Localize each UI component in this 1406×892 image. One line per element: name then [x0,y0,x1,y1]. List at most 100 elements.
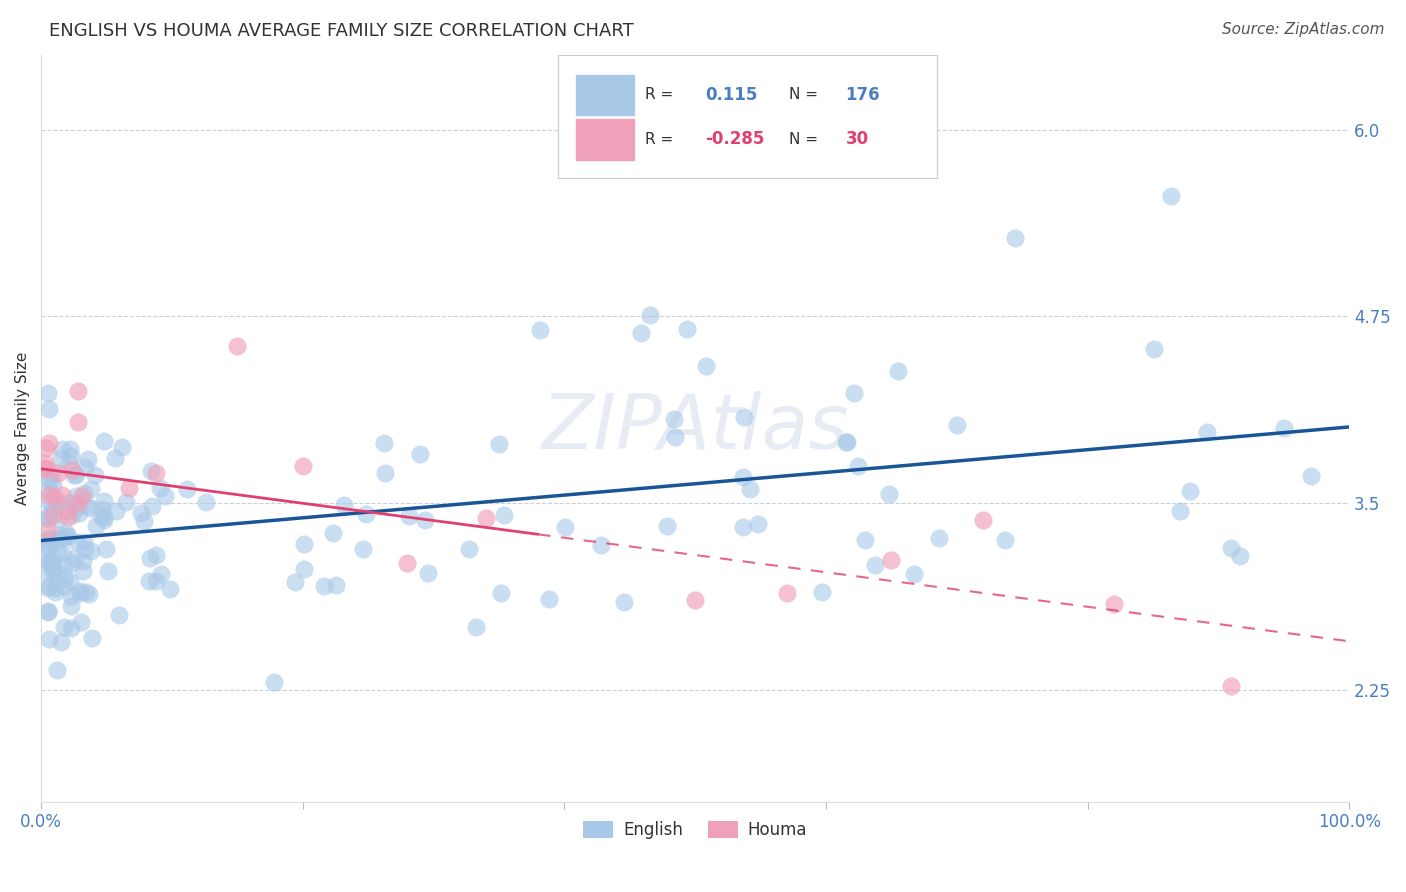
Point [38,401,60,416]
Point [75,541,97,556]
Y-axis label: Average Family Size: Average Family Size [15,351,30,505]
Point [44,582,66,596]
Point [58,456,80,470]
Point [129,506,152,520]
Point [37,605,59,619]
Point [37,512,59,526]
Point [58,510,80,524]
Point [82,631,104,645]
Point [46,494,69,508]
Point [42,508,65,522]
Point [1160,189,1182,203]
Point [853,533,876,548]
Point [683,593,706,607]
Text: Source: ZipAtlas.com: Source: ZipAtlas.com [1222,22,1385,37]
Point [416,566,439,581]
Point [149,567,172,582]
Point [903,567,925,582]
Point [46,512,69,526]
Point [314,580,336,594]
Point [118,481,141,495]
Point [51,450,73,465]
Point [56,503,79,517]
Point [42,500,65,515]
Point [75,584,97,599]
Point [46,466,69,480]
Point [35,462,58,476]
Point [67,506,90,520]
Point [46,663,69,677]
Point [731,520,754,534]
Point [176,483,198,497]
Point [65,468,87,483]
Point [1102,597,1125,611]
Point [59,442,82,457]
Point [42,500,65,515]
Point [1220,679,1243,693]
Point [846,458,869,473]
Text: ENGLISH VS HOUMA AVERAGE FAMILY SIZE CORRELATION CHART: ENGLISH VS HOUMA AVERAGE FAMILY SIZE COR… [49,22,634,40]
Point [138,574,160,589]
Point [475,510,498,524]
Point [835,435,858,450]
Point [554,520,576,534]
Point [51,546,73,560]
Point [38,579,60,593]
Point [638,309,661,323]
Point [1229,549,1251,563]
Point [67,496,90,510]
Point [51,488,73,502]
Point [488,436,510,450]
Point [322,525,344,540]
Point [1299,469,1322,483]
Point [946,418,969,433]
Point [46,543,69,558]
Point [630,326,652,340]
Point [38,632,60,647]
Point [73,535,96,549]
Point [37,581,59,595]
Point [354,507,377,521]
Point [676,322,699,336]
Point [333,499,356,513]
Point [398,508,420,523]
Point [41,553,63,567]
Point [66,415,89,429]
Point [56,528,79,542]
Point [53,531,76,545]
Point [149,481,172,495]
Point [72,565,94,579]
Point [837,435,859,450]
Text: N =: N = [789,132,818,147]
Point [664,430,686,444]
Point [538,591,561,606]
Point [37,566,59,580]
Point [37,482,59,496]
Point [37,469,59,483]
Point [53,529,76,543]
Point [97,564,120,578]
Point [72,554,94,568]
Point [77,452,100,467]
Text: R =: R = [645,132,673,147]
Point [79,543,101,558]
Point [993,533,1015,547]
Point [73,460,96,475]
Point [38,488,60,502]
FancyBboxPatch shape [576,75,634,115]
Point [104,450,127,465]
Point [60,508,83,523]
Point [37,508,59,523]
Point [42,477,65,491]
Point [492,508,515,523]
Point [695,359,717,373]
Point [107,608,129,623]
Legend: English, Houma: English, Houma [576,814,814,846]
Point [66,534,89,549]
Text: N =: N = [789,87,818,103]
Point [37,604,59,618]
Point [134,514,156,528]
Point [84,519,107,533]
Point [51,442,73,456]
Point [60,599,83,614]
